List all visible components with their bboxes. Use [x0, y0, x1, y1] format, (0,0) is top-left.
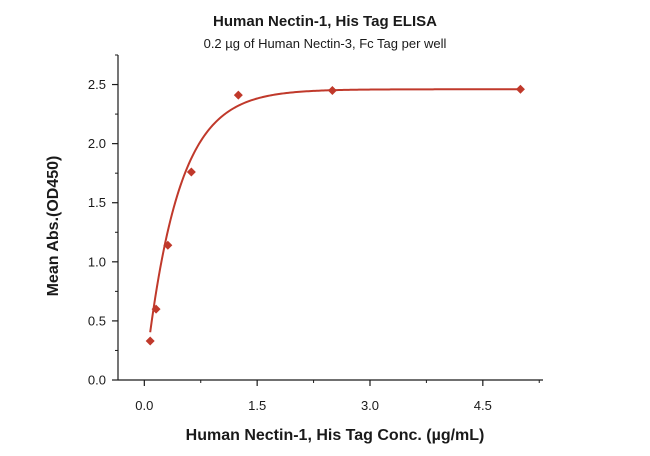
fit-curve [149, 88, 521, 333]
x-tick-label: 1.5 [248, 398, 266, 413]
data-point [151, 304, 161, 314]
x-tick-label: 3.0 [361, 398, 379, 413]
y-tick-label: 0.5 [88, 313, 106, 328]
axes [117, 55, 543, 381]
data-point [327, 85, 337, 95]
y-tick-label: 2.0 [88, 136, 106, 151]
data-point [186, 167, 196, 177]
y-tick-label: 2.5 [88, 77, 106, 92]
x-tick-label: 0.0 [135, 398, 153, 413]
x-axis-title: Human Nectin-1, His Tag Conc. (µg/mL) [186, 427, 485, 444]
y-tick-label: 1.5 [88, 195, 106, 210]
chart-subtitle: 0.2 µg of Human Nectin-3, Fc Tag per wel… [204, 36, 447, 51]
data-point [145, 336, 155, 346]
data-point [233, 90, 243, 100]
ticks: 0.0 0.5 1.0 1.5 2.0 2.5 0.0 1.5 3.0 4.5 [88, 54, 540, 413]
data-point [163, 240, 173, 250]
y-tick-label: 1.0 [88, 254, 106, 269]
data-point [515, 84, 525, 94]
x-tick-label: 4.5 [474, 398, 492, 413]
data-points [145, 84, 525, 346]
chart-title: Human Nectin-1, His Tag ELISA [213, 13, 437, 30]
y-tick-label: 0.0 [88, 373, 106, 388]
y-axis-title: Mean Abs.(OD450) [45, 156, 62, 297]
